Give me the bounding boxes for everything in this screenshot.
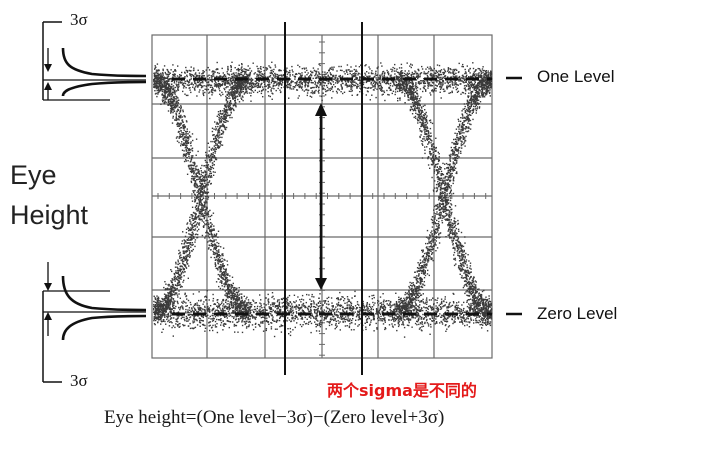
eye-label-line1: Eye	[10, 160, 57, 190]
eye-label-line2: Height	[10, 200, 89, 230]
eye-height-arrowhead-bottom	[315, 278, 327, 290]
eye-height-arrowhead-top	[315, 103, 327, 116]
eye-height-formula: Eye height=(One level−3σ)−(Zero level+3σ…	[104, 407, 445, 428]
eye-noise-cloud	[153, 61, 493, 338]
sigma-annotation: 两个sigma是不同的	[327, 381, 477, 400]
one-level-label: One Level	[537, 67, 615, 86]
zero-level-label: Zero Level	[537, 304, 618, 323]
zero-level-distribution	[42, 262, 147, 383]
sigma-bottom-label: 3σ	[70, 371, 88, 390]
sigma-top-label: 3σ	[70, 10, 88, 29]
one-level-distribution	[42, 21, 147, 101]
